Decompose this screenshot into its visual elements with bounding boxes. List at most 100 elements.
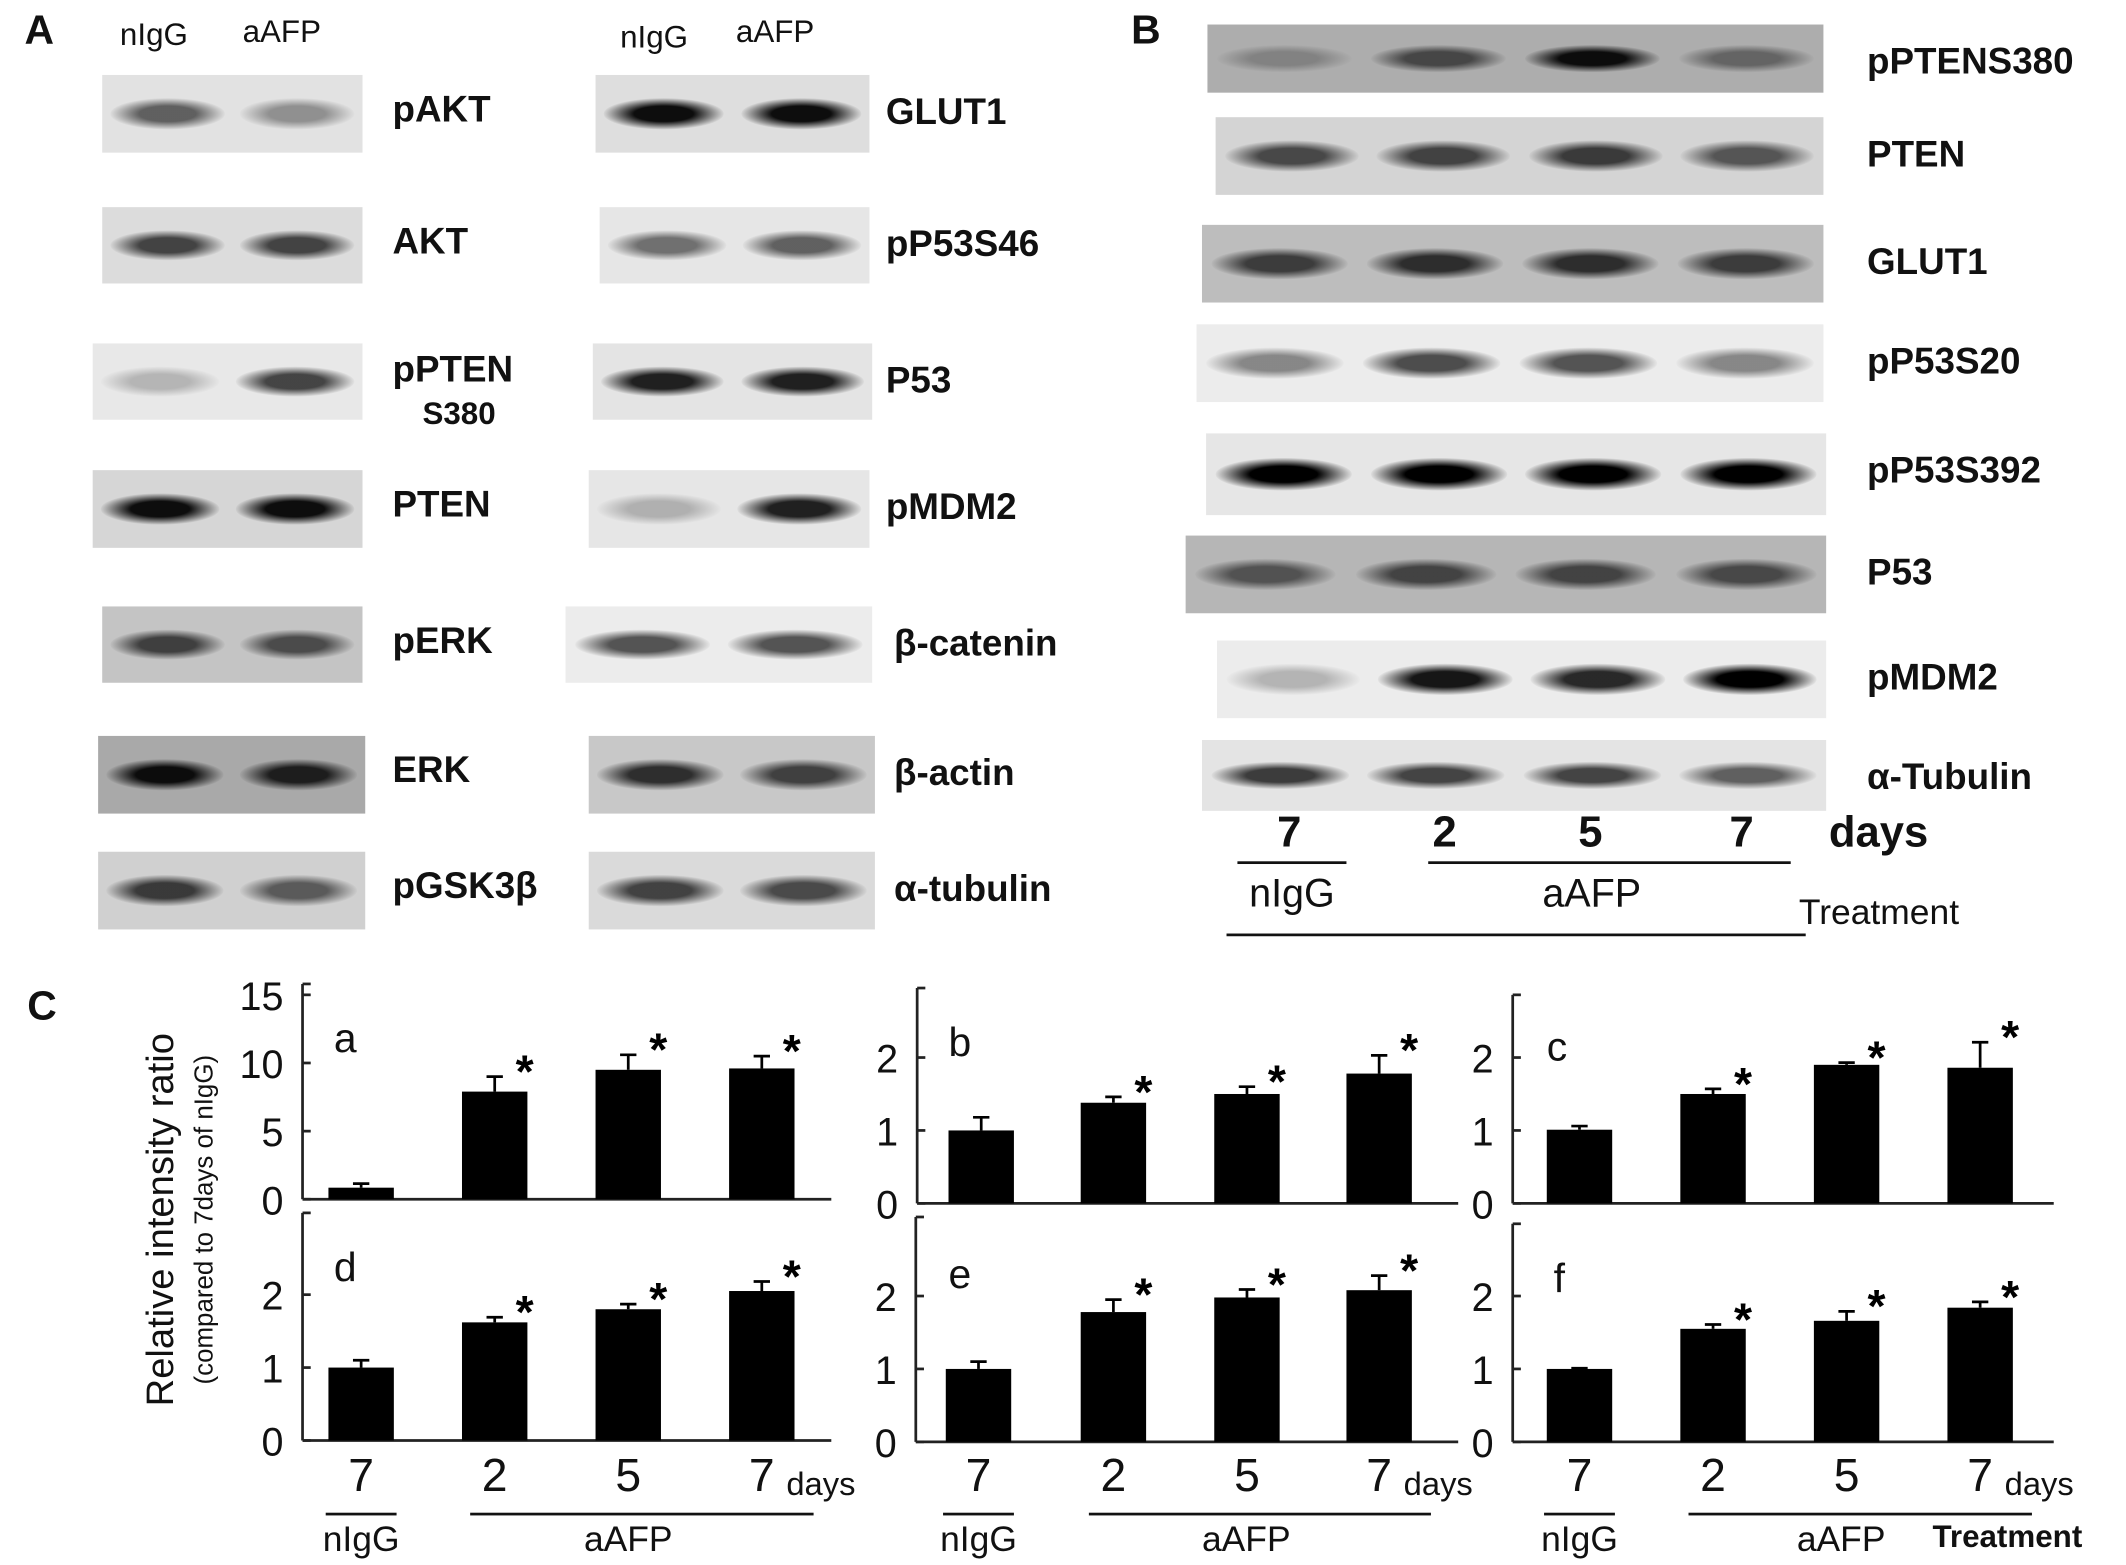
bar (948, 1130, 1014, 1204)
y-tick-label: 0 (261, 1420, 283, 1464)
days-label: days (786, 1466, 856, 1504)
bar (729, 1068, 795, 1200)
blot-label: pAKT (392, 88, 491, 130)
blot-image (599, 207, 870, 284)
band (740, 366, 864, 397)
significance-asterisk: * (516, 1046, 534, 1098)
lane-header-nigg: nIgG (620, 19, 689, 55)
band (737, 493, 862, 525)
band (106, 759, 224, 791)
band (1677, 248, 1815, 280)
band (740, 759, 867, 791)
band (239, 759, 358, 791)
blot-image (92, 343, 363, 420)
band (106, 875, 224, 907)
aafp-bracket-line (1088, 1512, 1431, 1516)
band (740, 875, 867, 907)
blot-image (588, 735, 875, 814)
band (1519, 347, 1658, 379)
x-tick-label: 2 (481, 1450, 508, 1502)
blot-label: ERK (392, 749, 471, 791)
y-tick-label: 2 (1472, 1038, 1494, 1082)
band (240, 98, 355, 130)
aafp-bracket-line (470, 1512, 814, 1516)
bar (945, 1368, 1012, 1442)
band (1367, 761, 1505, 790)
bar (1680, 1328, 1746, 1442)
blot-label: pMDM2 (885, 486, 1017, 528)
blot-image (1185, 535, 1827, 614)
bar (1813, 1064, 1880, 1204)
day-label: 2 (1432, 806, 1457, 856)
y-tick-label: 1 (1472, 1110, 1494, 1154)
significance-asterisk: * (649, 1273, 667, 1325)
bar (1346, 1073, 1412, 1204)
blot-label: P53 (885, 359, 952, 401)
days-label: days (1403, 1466, 1473, 1504)
blot-label: pMDM2 (1867, 656, 1998, 698)
significance-asterisk: * (1400, 1245, 1418, 1297)
y-tick-label: 15 (239, 975, 283, 1019)
band (1524, 44, 1661, 73)
blot-label: β-catenin (893, 622, 1058, 664)
significance-asterisk: * (783, 1250, 801, 1302)
y-tick-label: 0 (876, 1183, 898, 1227)
band (1376, 140, 1511, 172)
band (235, 493, 355, 525)
band (1195, 558, 1337, 590)
days-label: days (1828, 806, 1929, 856)
blot-label: pPTEN (392, 348, 514, 390)
blot-label: pERK (392, 620, 493, 661)
y-tick-label: 2 (875, 1276, 897, 1320)
bar (1546, 1129, 1613, 1204)
y-tick-label: 2 (261, 1275, 283, 1319)
blot-label: pP53S46 (885, 223, 1040, 265)
significance-asterisk: * (2001, 1271, 2019, 1323)
band (1366, 248, 1504, 280)
band (597, 759, 724, 791)
chart-panel-label: e (949, 1251, 972, 1297)
significance-asterisk: * (649, 1024, 667, 1076)
days-label: days (2004, 1466, 2074, 1504)
band (1678, 44, 1815, 73)
blot-sublabel: S380 (422, 395, 496, 431)
band (728, 629, 863, 660)
y-tick-label: 10 (239, 1043, 283, 1087)
band (100, 366, 220, 397)
aafp-bracket-line (1428, 861, 1791, 865)
x-tick-label: 7 (1566, 1450, 1593, 1502)
y-tick-label: 0 (875, 1422, 897, 1466)
y-tick-label: 5 (261, 1111, 283, 1155)
x-tick-label: 5 (1833, 1450, 1860, 1502)
blot-label: AKT (392, 220, 469, 262)
bar (595, 1069, 661, 1200)
group-label-nigg: nIgG (940, 1518, 1017, 1560)
x-tick-label: 5 (1234, 1450, 1260, 1502)
bar (1947, 1067, 2013, 1204)
band (1676, 347, 1814, 379)
blot-label: P53 (1867, 551, 1933, 593)
group-label-nigg: nIgG (322, 1518, 400, 1560)
aafp-bracket-line (1688, 1512, 2032, 1516)
significance-asterisk: * (1734, 1293, 1752, 1345)
band (1224, 140, 1359, 172)
group-label-nigg: nIgG (1249, 872, 1335, 916)
blot-label: pGSK3β (392, 865, 538, 907)
band (100, 493, 220, 525)
bar (1546, 1368, 1613, 1442)
blot-image (102, 74, 363, 153)
blot-label: PTEN (1867, 133, 1966, 175)
blot-image (1201, 224, 1824, 303)
band (110, 98, 225, 130)
band (1675, 558, 1817, 590)
band (1370, 44, 1507, 73)
day-label: 7 (1277, 806, 1302, 856)
blot-image (565, 606, 873, 683)
band (1530, 663, 1665, 695)
significance-asterisk: * (1734, 1058, 1752, 1110)
blot-label: GLUT1 (1867, 241, 1988, 283)
x-tick-label: 7 (748, 1450, 775, 1502)
bar (1214, 1297, 1280, 1442)
blot-label: β-actin (893, 752, 1015, 794)
